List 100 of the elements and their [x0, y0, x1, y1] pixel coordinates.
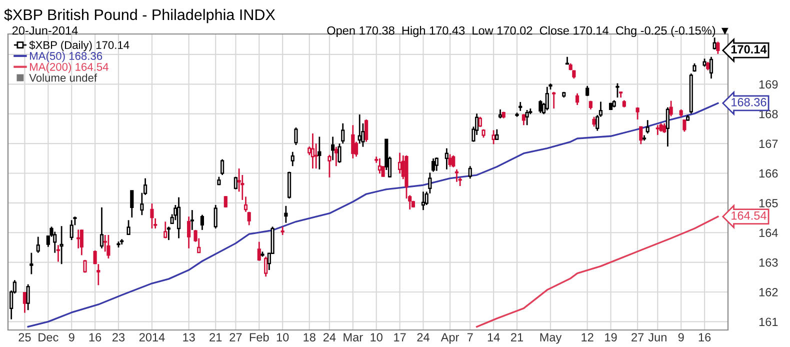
x-tick-label: 24 [417, 333, 430, 342]
candlestick [187, 216, 191, 250]
candlestick [96, 263, 100, 286]
candlestick [166, 226, 171, 241]
x-tick-label: 21 [511, 333, 523, 342]
candlestick [565, 56, 570, 65]
candlestick [224, 195, 228, 208]
candlestick [244, 196, 248, 213]
candlestick [716, 41, 720, 55]
candlestick [492, 130, 496, 145]
annotation: Open 170.38 High 170.43 Low 170.02 Close 170.14 Chg -0.25 (-0.15%) ▼ [327, 26, 728, 38]
x-tick-label: 19 [605, 333, 617, 342]
candlestick [334, 146, 338, 167]
candlestick [646, 119, 650, 134]
y-tick-label: 161 [759, 318, 778, 326]
candlestick [592, 116, 596, 128]
x-tick-label: 27 [632, 333, 644, 342]
candlestick [126, 219, 130, 236]
legend-label: MA(200) 164.54 [30, 62, 108, 74]
x-tick-label: 14 [488, 333, 500, 342]
candlestick [448, 154, 452, 168]
candlestick [26, 284, 30, 311]
candlestick [552, 91, 556, 110]
x-tick-label: Dec [38, 333, 58, 342]
x-tick-label: 9 [68, 333, 74, 342]
chart-title: $XBP British Pound - Philadelphia INDX [4, 8, 276, 24]
x-tick-label: 7 [467, 333, 473, 342]
candlestick [314, 142, 318, 170]
candlestick [100, 206, 104, 250]
candlestick [525, 109, 529, 126]
candlestick [434, 156, 438, 172]
candlestick [80, 228, 84, 256]
candlestick [247, 211, 251, 226]
y-tick-label: 165 [759, 198, 778, 208]
candlestick [200, 214, 204, 231]
x-tick-label: 21 [210, 333, 222, 342]
x-tick-label: 10 [370, 333, 382, 342]
candlestick [709, 56, 714, 80]
line-series [476, 216, 719, 328]
candlestick [538, 100, 542, 114]
x-tick-label: 27 [230, 333, 242, 342]
x-tick-label: 9 [678, 333, 684, 342]
candlestick [190, 209, 194, 231]
candlestick [522, 113, 526, 126]
candlestick [214, 204, 218, 230]
candlestick [328, 154, 332, 178]
candlestick [56, 244, 60, 262]
candlestick [669, 100, 673, 117]
candlestick [495, 128, 499, 141]
candlestick [364, 118, 368, 142]
x-tick-label: 16 [89, 333, 102, 342]
candlestick [257, 241, 261, 262]
candlestick [662, 122, 666, 134]
candlestick [478, 116, 482, 128]
candlestick [338, 142, 342, 164]
candlestick [616, 82, 620, 98]
x-tick-label: 23 [112, 333, 125, 342]
y-tick-label: 162 [759, 288, 778, 296]
candlestick [93, 250, 97, 265]
candlestick [22, 291, 27, 314]
candlestick [636, 106, 640, 120]
candlestick [444, 148, 448, 170]
x-tick-label: 25 [18, 333, 31, 342]
x-tick-label: 16 [698, 333, 711, 342]
candlestick [656, 124, 660, 136]
x-tick-label: Feb [250, 332, 269, 342]
y-tick-label: 169 [759, 80, 778, 89]
candlestick [164, 220, 168, 239]
candlestick [176, 196, 181, 239]
chart-subtitle: 20-Jun-2014 [12, 26, 78, 35]
y-tick-label: 164 [759, 228, 778, 238]
candlestick [150, 202, 154, 230]
x-tick-label: Mar [344, 333, 363, 342]
x-tick-label: 2014 [139, 333, 165, 342]
x-tick-label: 13 [183, 333, 195, 342]
candlestick [398, 152, 402, 174]
candlestick [36, 236, 40, 254]
candlestick [468, 165, 472, 180]
candlestick [294, 126, 298, 146]
candlestick [351, 124, 355, 160]
candlestick [310, 132, 315, 170]
candlestick [60, 225, 64, 265]
y-tick-label: 166 [759, 169, 778, 178]
legend-label: MA(50) 168.36 [30, 52, 102, 62]
x-tick-label: 17 [394, 333, 406, 342]
candlestick [76, 228, 80, 250]
legend-label: $XBP (Daily) 170.14 [29, 40, 130, 52]
candlestick [682, 118, 686, 132]
candlestick [264, 256, 268, 278]
y-tick-label: 163 [759, 258, 778, 267]
candlestick [130, 190, 134, 218]
line-series [27, 102, 719, 328]
candlestick [666, 106, 670, 148]
x-tick-label: Jun [648, 333, 666, 342]
x-tick-label: 10 [276, 333, 289, 342]
candlestick [378, 158, 382, 174]
annotation: Volume undef [29, 74, 98, 82]
candlestick [70, 219, 74, 241]
candlestick [30, 252, 34, 275]
x-tick-label: 12 [582, 333, 594, 342]
